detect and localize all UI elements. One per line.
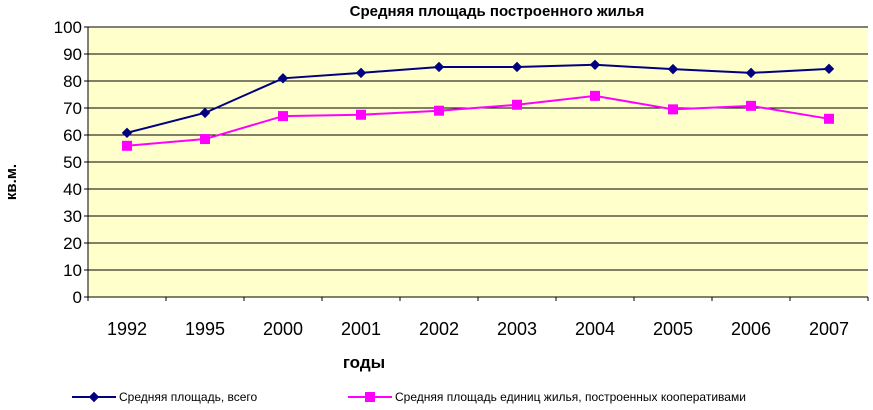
- data-point: [590, 90, 600, 101]
- legend-item: Средняя площадь, всего: [72, 390, 258, 404]
- x-tick-label: 2007: [809, 319, 849, 339]
- x-tick-label: 2004: [575, 319, 615, 339]
- y-tick-label: 90: [63, 45, 82, 64]
- x-tick-label: 1992: [107, 319, 147, 339]
- y-tick-label: 70: [63, 99, 82, 118]
- data-point: [356, 109, 366, 120]
- x-axis-ticks: 1992 1995 2000 2001 2002 2003 2004 2005 2006 2007: [107, 319, 849, 339]
- series-line: [126, 94, 830, 147]
- x-tick-label: 1995: [185, 319, 225, 339]
- legend: Средняя площадь, всего Средняя площадь ед…: [72, 390, 746, 404]
- series-2: [122, 90, 834, 151]
- data-point: [745, 67, 757, 79]
- y-tick-label: 40: [63, 180, 82, 199]
- y-tick-label: 60: [63, 126, 82, 145]
- data-point: [277, 73, 289, 84]
- series: [121, 59, 835, 151]
- data-point: [589, 59, 601, 71]
- data-point: [121, 127, 133, 139]
- y-axis-ticks: 0 10 20 30 40 50 60 70 80 90 100: [54, 18, 82, 307]
- legend-item: Средняя площадь единиц жилья, построенны…: [348, 390, 746, 404]
- data-point: [746, 100, 756, 111]
- series-line: [126, 63, 830, 134]
- series-1: [121, 59, 835, 139]
- data-point: [88, 391, 100, 403]
- y-tick-label: 10: [63, 261, 82, 280]
- x-tick-label: 2005: [653, 319, 693, 339]
- data-point: [433, 61, 445, 73]
- data-point: [122, 140, 132, 151]
- y-tick-label: 0: [73, 288, 82, 307]
- axes: [84, 26, 869, 301]
- y-tick-label: 20: [63, 234, 82, 253]
- x-tick-label: 2001: [341, 319, 381, 339]
- data-point: [511, 61, 523, 73]
- legend-label: Средняя площадь, всего: [119, 390, 258, 404]
- x-tick-label: 2002: [419, 319, 459, 339]
- y-tick-label: 30: [63, 207, 82, 226]
- y-axis-label: кв.м.: [3, 164, 20, 200]
- x-tick-label: 2000: [263, 319, 303, 339]
- data-point: [434, 105, 444, 116]
- data-point: [200, 134, 210, 145]
- data-point: [512, 99, 522, 110]
- y-tick-label: 80: [63, 72, 82, 91]
- data-point: [278, 111, 288, 122]
- data-point: [668, 104, 678, 115]
- chart-title: Средняя площадь построенного жилья: [350, 3, 645, 20]
- data-point: [199, 107, 211, 119]
- data-point: [824, 113, 834, 124]
- legend-label: Средняя площадь единиц жилья, построенны…: [395, 390, 746, 404]
- y-tick-label: 50: [63, 153, 82, 172]
- x-axis-label: годы: [343, 353, 385, 372]
- data-point: [365, 392, 375, 402]
- data-point: [823, 63, 835, 75]
- x-tick-label: 2006: [731, 319, 771, 339]
- data-point: [667, 63, 679, 75]
- y-tick-label: 100: [54, 18, 82, 37]
- data-point: [355, 67, 367, 79]
- x-tick-label: 2003: [497, 319, 537, 339]
